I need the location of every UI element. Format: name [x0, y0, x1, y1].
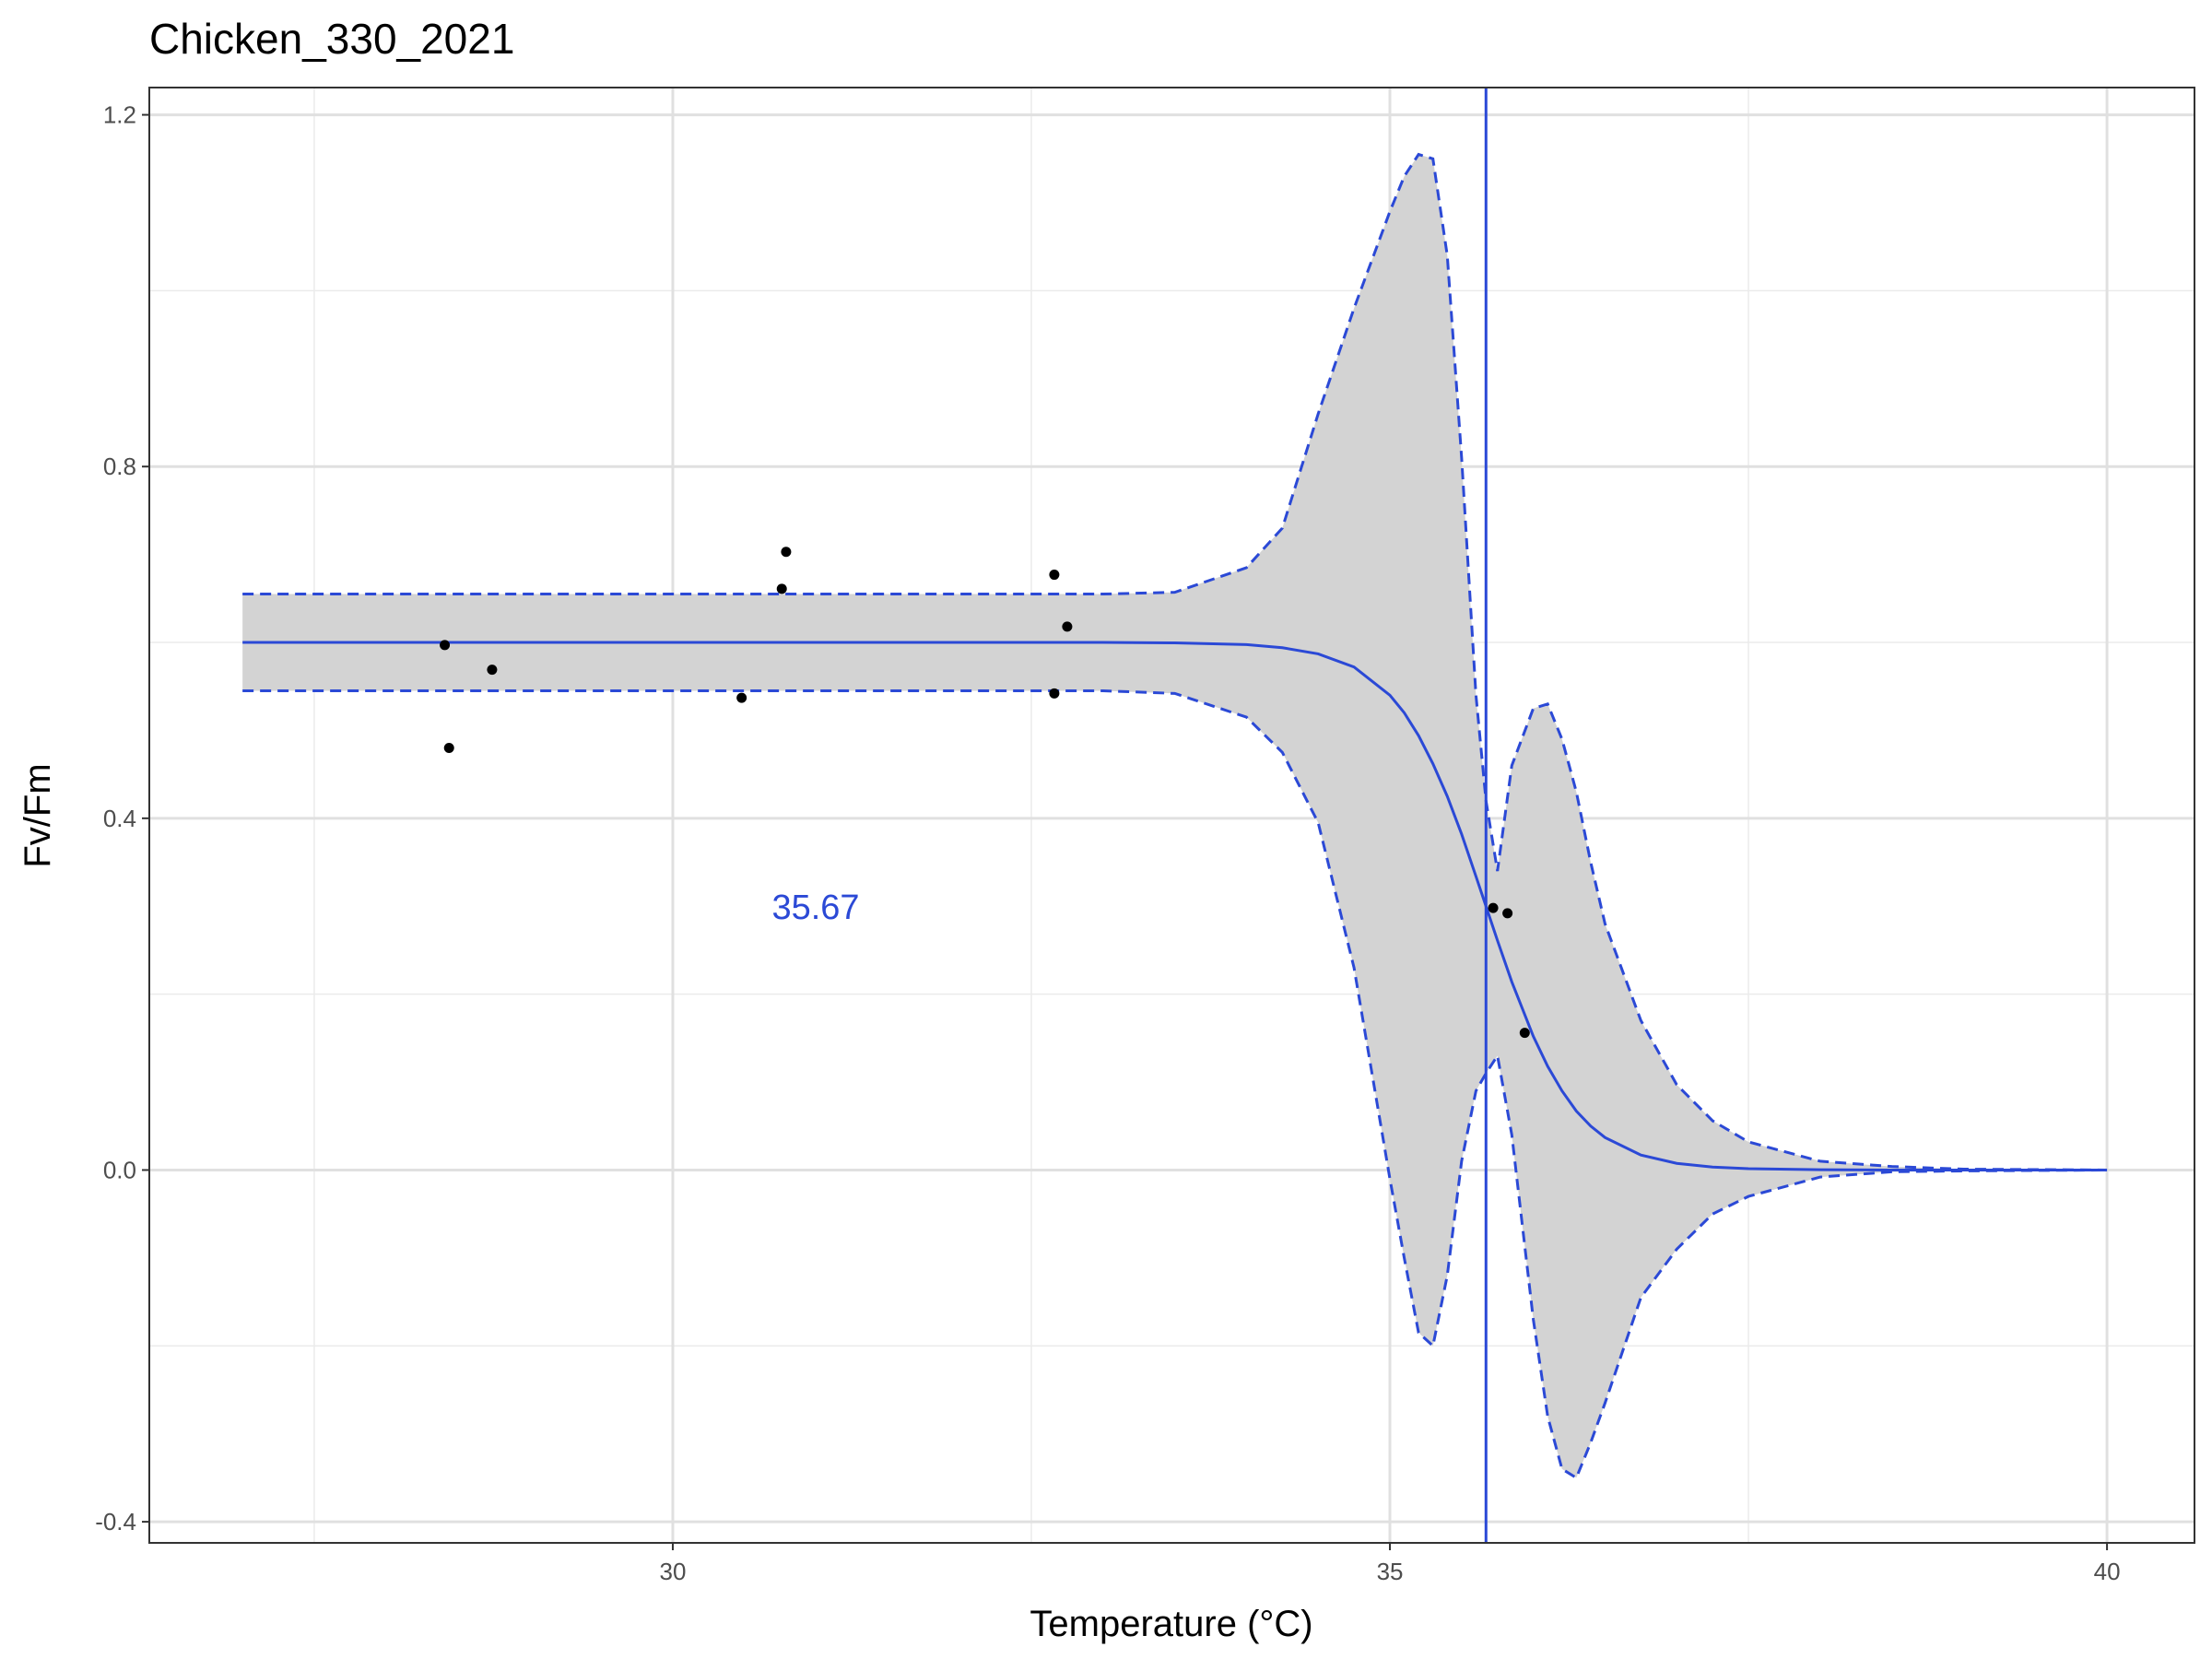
data-point	[781, 547, 792, 558]
data-point	[487, 665, 498, 676]
data-point	[1062, 621, 1073, 632]
y-axis-label: Fv/Fm	[18, 763, 58, 867]
y-tick-label: 0.8	[103, 453, 136, 480]
panel-border	[148, 87, 2195, 1544]
confidence-band	[242, 154, 2108, 1478]
y-tick-label: 1.2	[103, 101, 136, 129]
y-tick-label: 0.0	[103, 1156, 136, 1183]
data-point	[443, 743, 454, 754]
data-point	[440, 640, 451, 651]
data-point	[736, 692, 747, 703]
y-tick-label: -0.4	[95, 1508, 136, 1535]
data-point	[1049, 688, 1060, 699]
fit-line	[242, 641, 2108, 1171]
y-tick-label: 0.4	[103, 805, 136, 832]
confidence-bound	[242, 688, 2108, 1480]
data-point	[1519, 1028, 1530, 1039]
chart-title: Chicken_330_2021	[149, 15, 514, 63]
x-tick-label: 40	[2094, 1558, 2121, 1585]
data-point	[1488, 902, 1499, 913]
x-tick-label: 30	[660, 1558, 687, 1585]
data-point	[776, 583, 787, 594]
data-point	[1502, 908, 1513, 919]
x-tick-label: 35	[1377, 1558, 1404, 1585]
annotation: 35.67	[771, 888, 859, 927]
data-point	[1049, 570, 1060, 581]
confidence-bound	[242, 152, 2108, 1171]
x-axis-label: Temperature (°C)	[1030, 1604, 1312, 1644]
